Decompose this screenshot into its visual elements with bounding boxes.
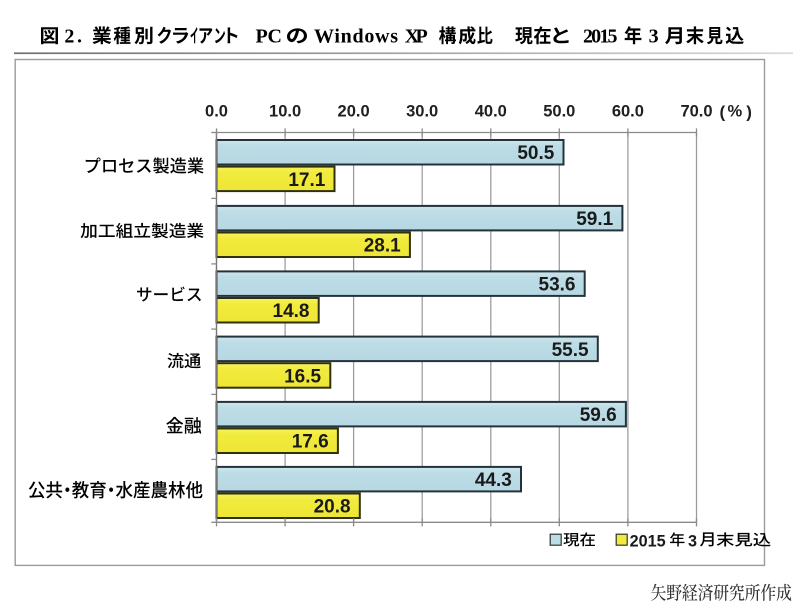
svg-text:0.0: 0.0 <box>205 103 228 121</box>
svg-text:17.1: 17.1 <box>288 170 325 191</box>
svg-text:2015: 2015 <box>630 532 666 550</box>
svg-text:60.0: 60.0 <box>612 103 644 121</box>
svg-text:%: % <box>728 103 743 121</box>
svg-text:40.0: 40.0 <box>475 103 507 121</box>
svg-text:Windows: Windows <box>314 26 398 48</box>
svg-text:3: 3 <box>649 26 659 48</box>
svg-text:28.1: 28.1 <box>364 236 401 257</box>
svg-text:10.0: 10.0 <box>269 103 301 121</box>
svg-text:16.5: 16.5 <box>284 366 321 387</box>
svg-text:17.6: 17.6 <box>292 432 329 453</box>
svg-text:2.: 2. <box>64 26 82 48</box>
svg-text:20.8: 20.8 <box>314 497 351 518</box>
svg-text:): ) <box>746 103 752 122</box>
svg-text:50.0: 50.0 <box>543 103 575 121</box>
svg-text:53.6: 53.6 <box>539 275 576 296</box>
svg-text:59.6: 59.6 <box>580 405 617 426</box>
svg-text:44.3: 44.3 <box>475 470 512 491</box>
svg-text:(: ( <box>720 103 726 122</box>
svg-text:20.0: 20.0 <box>338 103 370 121</box>
svg-text:55.5: 55.5 <box>552 340 589 361</box>
svg-text:XP: XP <box>405 26 428 48</box>
svg-text:70.0: 70.0 <box>680 103 712 121</box>
svg-text:14.8: 14.8 <box>273 301 310 322</box>
svg-text:30.0: 30.0 <box>406 103 438 121</box>
svg-text:2015: 2015 <box>583 26 618 48</box>
svg-text:50.5: 50.5 <box>517 143 554 164</box>
svg-text:3: 3 <box>688 532 697 550</box>
svg-text:59.1: 59.1 <box>576 209 613 230</box>
svg-text:PC: PC <box>256 26 283 48</box>
